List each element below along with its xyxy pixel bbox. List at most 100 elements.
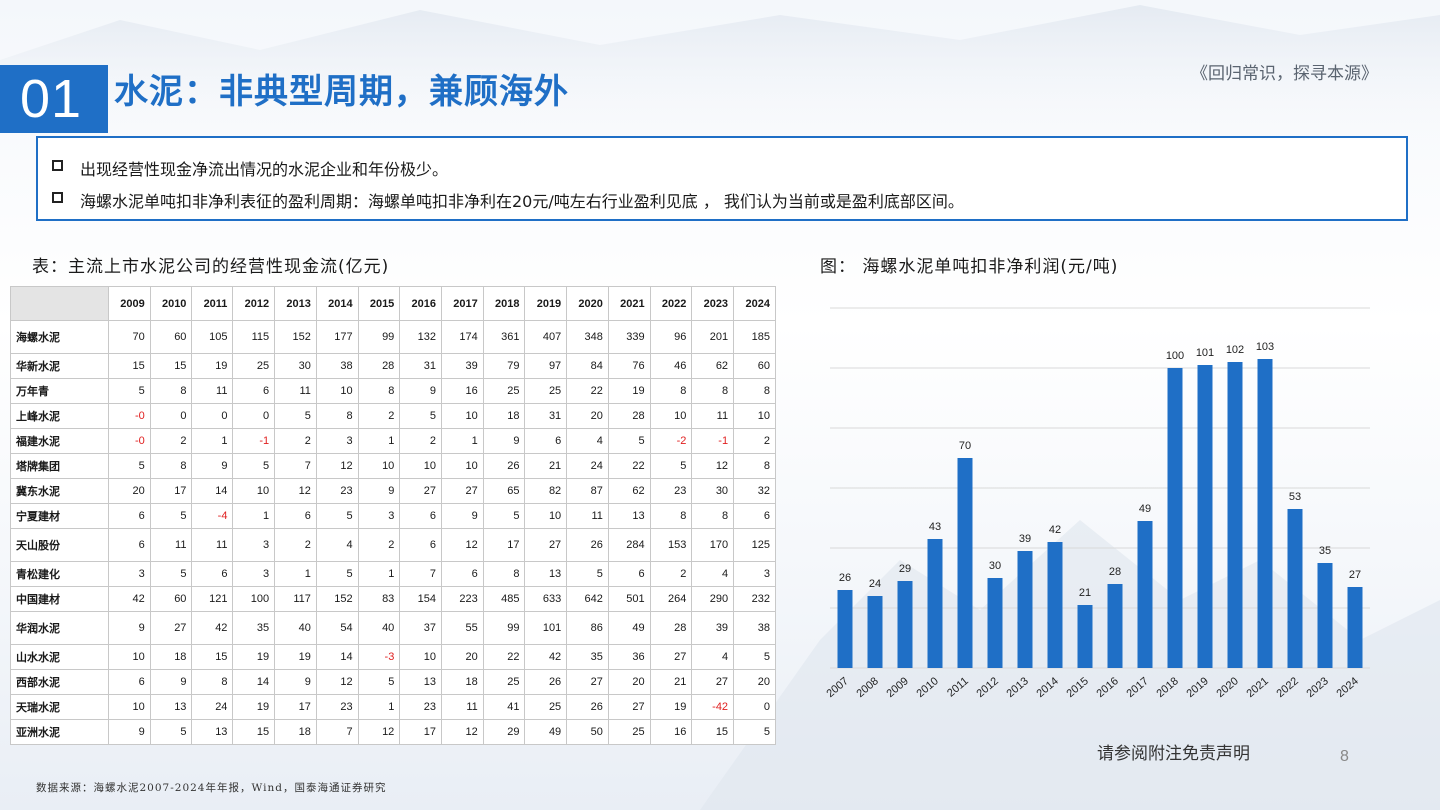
data-label-2010: 43 xyxy=(929,521,941,533)
value-cell: 1 xyxy=(191,428,234,454)
value-cell: 30 xyxy=(274,353,317,379)
value-cell: 87 xyxy=(566,478,609,504)
x-tick-2010: 2010 xyxy=(914,675,940,700)
value-cell: 22 xyxy=(607,453,651,479)
value-cell: 8 xyxy=(315,403,359,429)
data-label-2023: 35 xyxy=(1319,545,1331,557)
value-cell: 5 xyxy=(108,378,151,404)
value-cell: 4 xyxy=(315,528,359,562)
x-tick-2013: 2013 xyxy=(1004,675,1030,700)
table-row: 天山股份 6 11 11 3 2 4 2 6 12 17 27 26 284 153 170 125 xyxy=(10,528,776,562)
slogan: 《回归常识，探寻本源》 xyxy=(1191,64,1378,84)
value-cell: 5 xyxy=(733,644,776,670)
value-cell: 5 xyxy=(649,453,693,479)
value-cell: 6 xyxy=(108,503,151,529)
value-cell: 54 xyxy=(315,611,359,645)
table-row: 山水水泥 10 18 15 19 19 14 -3 10 20 22 42 35 36 27 4 5 xyxy=(10,644,776,670)
data-label-2011: 70 xyxy=(959,440,971,452)
value-cell: 9 xyxy=(482,428,526,454)
x-tick-2015: 2015 xyxy=(1064,675,1090,700)
value-cell: 16 xyxy=(649,719,693,745)
value-cell: 27 xyxy=(524,528,568,562)
value-cell: 5 xyxy=(607,428,651,454)
value-cell: 20 xyxy=(733,669,776,695)
data-label-2019: 101 xyxy=(1196,347,1214,359)
value-cell: 8 xyxy=(191,669,234,695)
value-cell: 101 xyxy=(524,611,568,645)
bullet-item: 海螺水泥单吨扣非净利表征的盈利周期：海螺单吨扣非净利在20元/吨左右行业盈利见底… xyxy=(52,184,1406,216)
year-header-13: 2022 xyxy=(649,286,693,321)
value-cell: 42 xyxy=(524,644,568,670)
value-cell: 14 xyxy=(315,644,359,670)
value-cell: 9 xyxy=(191,453,234,479)
company-name-cell: 山水水泥 xyxy=(10,644,109,670)
value-cell: 501 xyxy=(607,586,651,612)
value-cell: 25 xyxy=(482,669,526,695)
value-cell: 38 xyxy=(733,611,776,645)
value-cell: 13 xyxy=(607,503,651,529)
value-cell: 115 xyxy=(232,320,276,354)
value-cell: 15 xyxy=(232,719,276,745)
value-cell: 0 xyxy=(149,403,193,429)
value-cell: 31 xyxy=(524,403,568,429)
bar-2016 xyxy=(1107,584,1123,668)
company-name-cell: 华新水泥 xyxy=(10,353,109,379)
value-cell: 11 xyxy=(441,694,484,720)
value-cell: 170 xyxy=(691,528,735,562)
bar-2014 xyxy=(1047,542,1063,668)
year-header-8: 2017 xyxy=(441,286,484,321)
data-label-2015: 21 xyxy=(1079,587,1091,599)
value-cell: 7 xyxy=(399,561,443,587)
value-cell: 12 xyxy=(691,453,735,479)
bar-2018 xyxy=(1167,368,1183,668)
value-cell: 5 xyxy=(357,669,401,695)
bar-2010 xyxy=(927,539,943,668)
value-cell: 7 xyxy=(315,719,359,745)
value-cell: 29 xyxy=(482,719,526,745)
value-cell: 25 xyxy=(524,694,568,720)
value-cell: 12 xyxy=(357,719,401,745)
value-cell: 10 xyxy=(357,453,401,479)
value-cell: 100 xyxy=(232,586,276,612)
value-cell: 84 xyxy=(566,353,609,379)
data-label-2014: 42 xyxy=(1049,524,1061,536)
value-cell: 290 xyxy=(691,586,735,612)
value-cell: 13 xyxy=(191,719,234,745)
table-corner-cell xyxy=(10,286,109,321)
company-name-cell: 西部水泥 xyxy=(10,669,109,695)
value-cell: 0 xyxy=(191,403,234,429)
x-tick-2009: 2009 xyxy=(884,675,910,700)
value-cell: 10 xyxy=(733,403,776,429)
bar-2011 xyxy=(957,458,973,668)
value-cell: 6 xyxy=(399,503,443,529)
value-cell: 3 xyxy=(232,528,276,562)
value-cell: 12 xyxy=(315,453,359,479)
disclaimer[interactable]: 请参阅附注免责声明 xyxy=(1097,744,1250,764)
value-cell: 5 xyxy=(149,561,193,587)
value-cell: 19 xyxy=(191,353,234,379)
value-cell: 105 xyxy=(191,320,234,354)
value-cell: 13 xyxy=(524,561,568,587)
value-cell: 1 xyxy=(274,561,317,587)
year-header-2: 2011 xyxy=(191,286,234,321)
data-label-2020: 102 xyxy=(1226,344,1244,356)
value-cell: 28 xyxy=(649,611,693,645)
value-cell: 12 xyxy=(315,669,359,695)
company-name-cell: 天瑞水泥 xyxy=(10,694,109,720)
value-cell: 35 xyxy=(232,611,276,645)
value-cell: 10 xyxy=(441,403,484,429)
year-header-0: 2009 xyxy=(108,286,151,321)
table-row: 华润水泥 9 27 42 35 40 54 40 37 55 99 101 86 49 28 39 38 xyxy=(10,611,776,645)
value-cell: 27 xyxy=(649,644,693,670)
value-cell: 17 xyxy=(399,719,443,745)
company-name-cell: 华润水泥 xyxy=(10,611,109,645)
data-label-2021: 103 xyxy=(1256,341,1274,353)
value-cell: 96 xyxy=(649,320,693,354)
value-cell: 26 xyxy=(482,453,526,479)
page-number: 8 xyxy=(1340,748,1349,765)
value-cell: 485 xyxy=(482,586,526,612)
x-tick-2011: 2011 xyxy=(945,675,971,699)
value-cell: 11 xyxy=(191,378,234,404)
value-cell: 8 xyxy=(482,561,526,587)
value-cell: -3 xyxy=(357,644,401,670)
